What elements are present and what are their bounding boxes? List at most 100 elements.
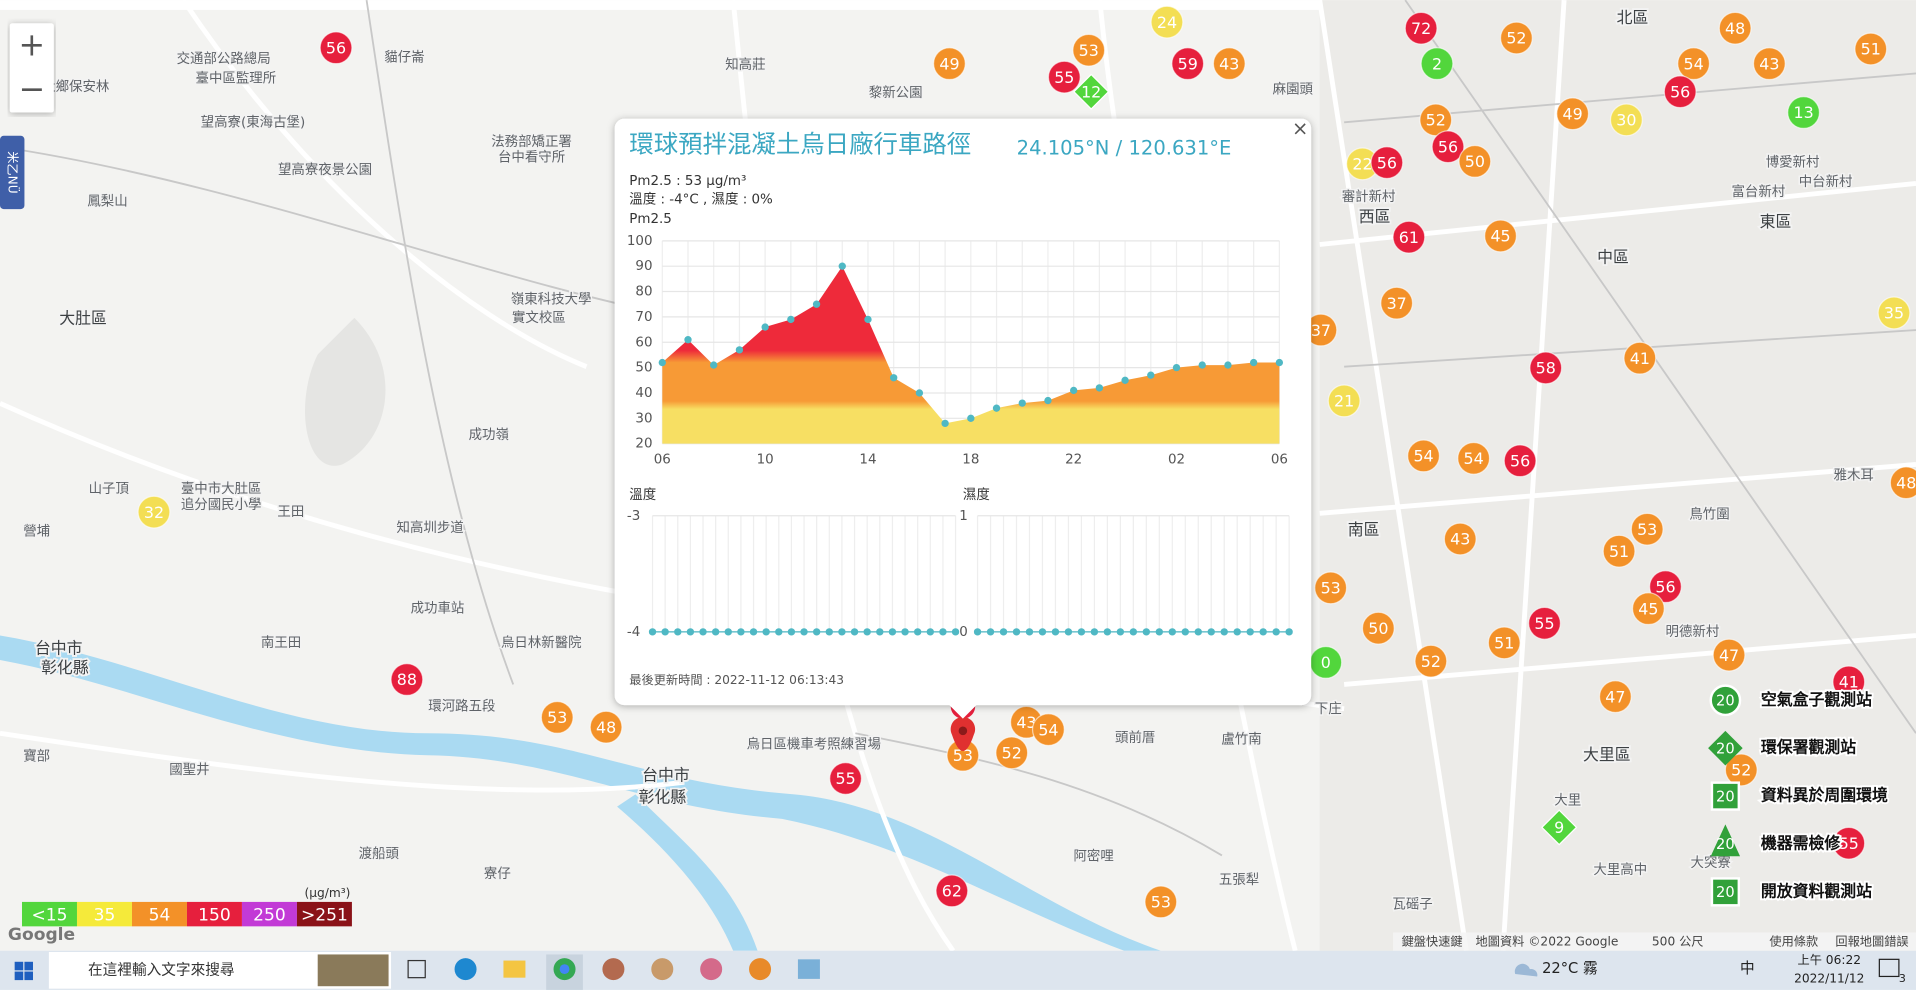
app-icon[interactable] — [700, 958, 723, 981]
station-marker[interactable]: 61 — [1392, 220, 1426, 254]
popup-coordinates: 24.105°N / 120.631°E — [1017, 137, 1232, 160]
station-marker[interactable]: 52 — [995, 736, 1029, 770]
station-marker[interactable]: 56 — [1370, 146, 1404, 180]
attribution-text[interactable]: 回報地圖錯誤 — [1835, 934, 1908, 949]
station-marker[interactable]: 51 — [1487, 626, 1521, 660]
place-label: 成功嶺 — [469, 427, 509, 443]
station-marker[interactable]: 45 — [1631, 592, 1665, 626]
station-marker[interactable]: 56 — [1649, 570, 1682, 604]
station-marker[interactable]: 53 — [540, 700, 574, 734]
edge-icon[interactable] — [454, 958, 477, 981]
station-marker[interactable]: 53 — [1144, 885, 1178, 919]
station-marker[interactable]: 47 — [1598, 680, 1632, 714]
station-marker[interactable]: 53 — [1630, 512, 1664, 546]
start-button[interactable] — [14, 961, 33, 981]
attribution-text[interactable]: 使用條款 — [1769, 934, 1818, 949]
station-marker[interactable]: 52 — [1419, 103, 1453, 137]
station-marker[interactable]: 52 — [1499, 21, 1533, 55]
station-marker[interactable]: 0 — [1309, 645, 1343, 679]
station-marker[interactable]: 48 — [1718, 11, 1752, 45]
station-marker[interactable]: 41 — [1832, 665, 1866, 699]
station-marker[interactable]: 62 — [935, 874, 969, 908]
marker-value: 13 — [1793, 103, 1813, 122]
station-marker[interactable]: 9 — [1541, 809, 1578, 846]
station-marker[interactable]: 49 — [932, 47, 966, 81]
data-point — [1168, 628, 1176, 636]
place-label: 審計新村 — [1342, 189, 1396, 205]
station-marker[interactable]: 24 — [1150, 5, 1184, 39]
station-marker[interactable]: 51 — [1854, 32, 1888, 66]
station-marker[interactable]: 12 — [1073, 73, 1110, 110]
station-marker[interactable]: 51 — [1602, 534, 1636, 568]
zoom-out-button[interactable]: − — [18, 72, 45, 108]
station-marker[interactable]: 21 — [1327, 384, 1361, 418]
marker-shape — [1712, 638, 1746, 672]
station-marker[interactable]: 54 — [1031, 713, 1065, 747]
task-view[interactable] — [407, 959, 426, 979]
station-marker[interactable]: 45 — [1484, 219, 1518, 253]
station-marker[interactable]: 13 — [1787, 96, 1821, 130]
ime-indicator[interactable]: 中 — [1740, 960, 1755, 977]
station-marker[interactable]: 37 — [1380, 286, 1414, 320]
station-marker[interactable]: 43 — [1212, 47, 1246, 81]
station-marker[interactable]: 43 — [1752, 47, 1786, 81]
marker-shape — [1602, 534, 1636, 568]
marker-shape — [1631, 592, 1665, 626]
station-marker[interactable]: 52 — [1414, 644, 1448, 678]
attribution-text[interactable]: 鍵盤快速鍵 — [1402, 934, 1463, 949]
station-marker[interactable]: 50 — [1458, 144, 1492, 178]
station-marker[interactable]: 52 — [1724, 753, 1758, 787]
station-marker[interactable]: 49 — [1556, 97, 1590, 131]
station-legend-item: 20 環保署觀測站 — [1708, 730, 1858, 766]
station-marker[interactable]: 35 — [1877, 296, 1911, 330]
pm-legend-swatch — [131, 901, 187, 927]
app-icon[interactable] — [651, 958, 674, 981]
station-marker[interactable]: 32 — [137, 495, 171, 529]
station-marker[interactable]: 30 — [1609, 103, 1643, 137]
station-marker[interactable]: 55 — [829, 761, 863, 795]
station-marker[interactable]: 55 — [1832, 826, 1866, 860]
station-marker[interactable]: 58 — [1529, 351, 1563, 385]
close-button[interactable]: × — [1292, 117, 1308, 140]
station-marker[interactable]: 50 — [1361, 611, 1395, 645]
data-point — [915, 389, 924, 397]
blender-icon[interactable] — [749, 958, 772, 981]
station-marker[interactable]: 48 — [1889, 466, 1916, 500]
marker-shape — [1414, 644, 1448, 678]
station-marker[interactable]: 43 — [1443, 522, 1477, 556]
x-tick-label: 06 — [1271, 453, 1288, 468]
station-marker[interactable]: 53 — [1314, 571, 1348, 605]
zoom-in-button[interactable]: + — [18, 28, 45, 64]
app-icon[interactable] — [602, 958, 625, 981]
station-marker[interactable]: 53 — [1072, 33, 1106, 67]
station-marker[interactable]: 55 — [1047, 60, 1081, 94]
station-marker[interactable]: 37 — [1304, 313, 1338, 347]
station-marker[interactable]: 72 — [1404, 11, 1438, 45]
data-point — [901, 628, 909, 636]
station-marker[interactable]: 56 — [1663, 75, 1697, 109]
station-marker[interactable]: 56 — [319, 31, 353, 65]
explorer-icon[interactable] — [503, 960, 526, 978]
app-icon[interactable] — [797, 959, 820, 979]
station-marker[interactable]: 59 — [1171, 47, 1205, 81]
station-marker[interactable]: 53 — [946, 738, 980, 772]
place-label: 大肚區 — [59, 309, 107, 328]
station-marker[interactable]: 56 — [1503, 444, 1537, 478]
notification-icon[interactable] — [1878, 958, 1900, 978]
legend-icon — [1710, 877, 1741, 907]
station-marker[interactable]: 54 — [1407, 439, 1441, 473]
side-tab[interactable]: 米乙NÜ — [0, 135, 25, 210]
station-marker[interactable]: 2 — [1420, 47, 1454, 81]
station-marker[interactable]: 48 — [589, 710, 623, 744]
station-marker[interactable]: 54 — [1457, 441, 1491, 475]
station-marker[interactable]: 55 — [1528, 606, 1562, 640]
station-marker[interactable]: 56 — [1431, 130, 1465, 164]
station-marker[interactable]: 54 — [1677, 47, 1711, 81]
station-marker[interactable]: 47 — [1712, 638, 1746, 672]
data-point — [711, 628, 720, 636]
station-marker[interactable]: 41 — [1623, 341, 1657, 375]
station-marker[interactable]: 88 — [390, 663, 424, 697]
taskbar-apps — [407, 954, 820, 990]
marker-shape — [1832, 826, 1866, 860]
place-label: 知高圳步道 — [397, 519, 464, 536]
